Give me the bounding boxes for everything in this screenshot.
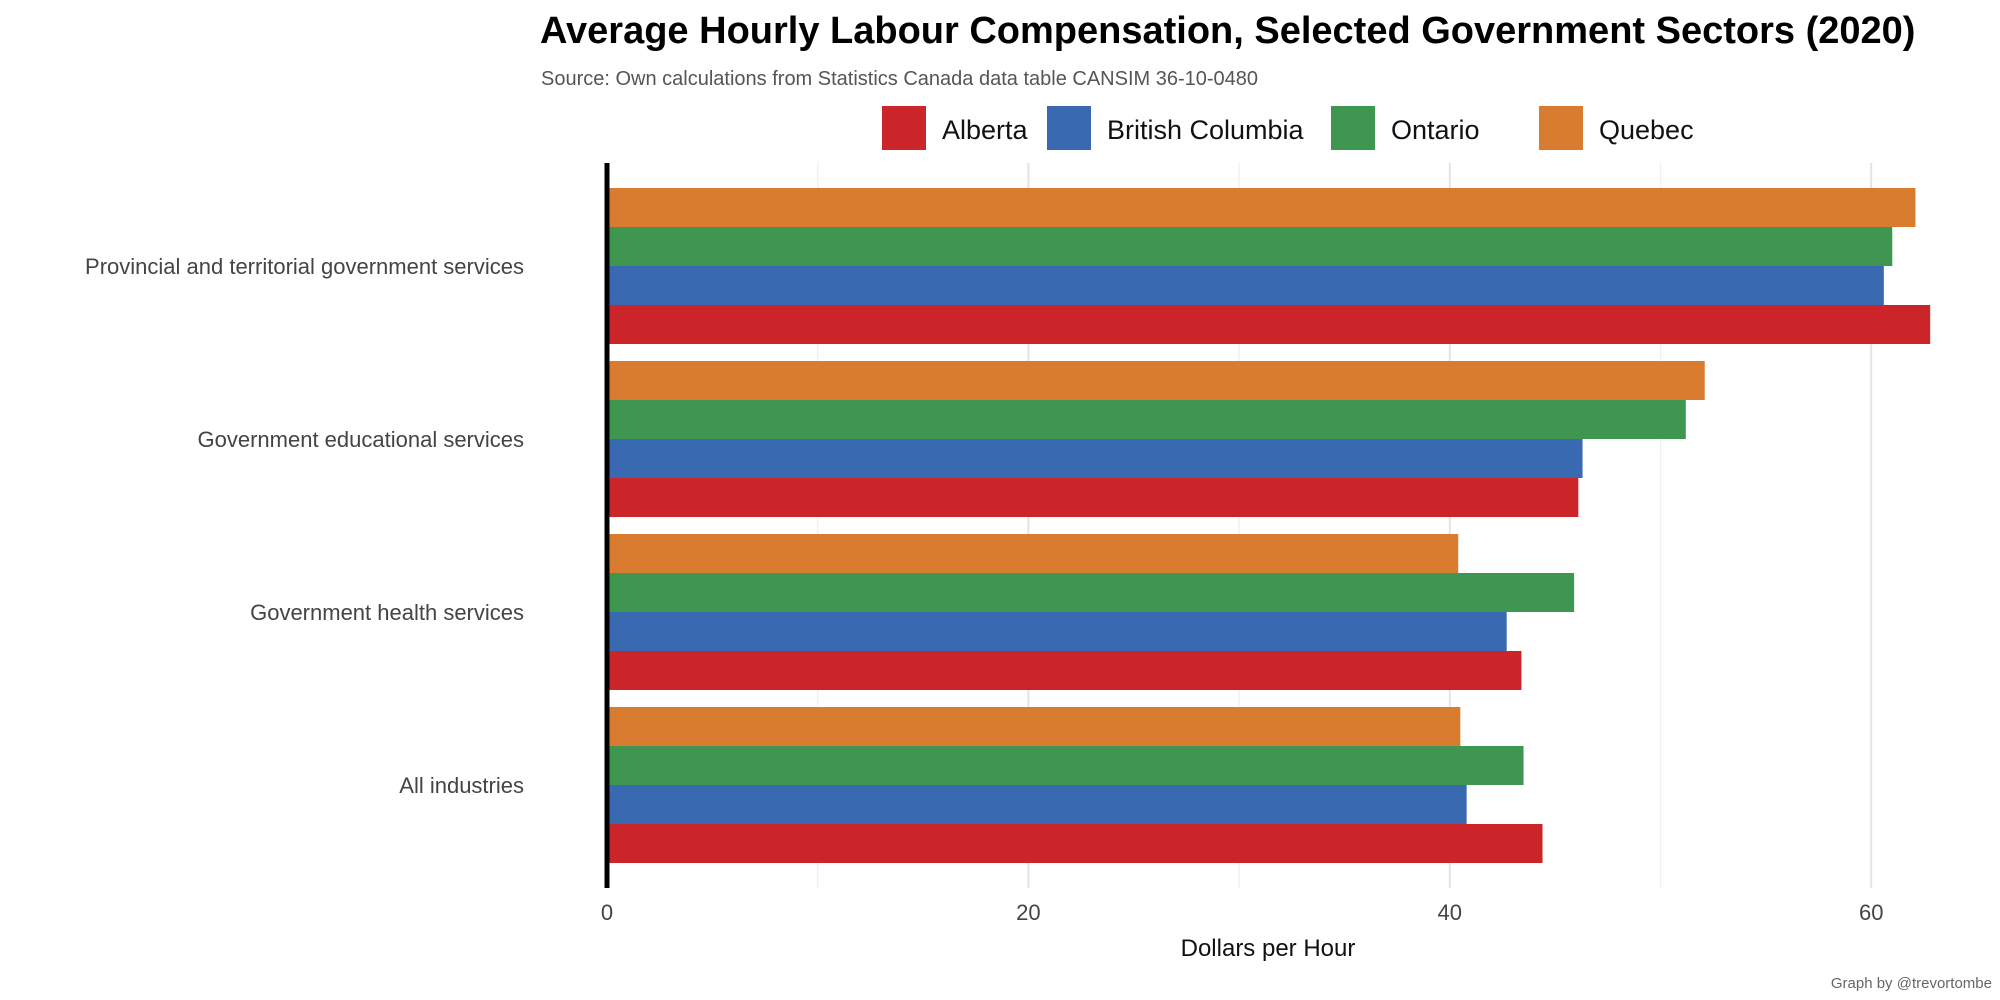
chart-title: Average Hourly Labour Compensation, Sele… bbox=[540, 10, 1915, 52]
legend-label: Quebec bbox=[1599, 115, 1694, 145]
category-label: Provincial and territorial government se… bbox=[85, 254, 524, 279]
legend-label: Ontario bbox=[1391, 115, 1480, 145]
chart-caption: Graph by @trevortombe bbox=[1831, 975, 1992, 992]
legend-swatch bbox=[1047, 106, 1091, 150]
x-tick-labels: 0 20 40 60 bbox=[601, 900, 1884, 925]
legend-swatch bbox=[882, 106, 926, 150]
x-tick-label: 40 bbox=[1438, 900, 1462, 925]
x-tick-label: 20 bbox=[1016, 900, 1040, 925]
legend-label: Alberta bbox=[942, 115, 1029, 145]
x-axis-label: Dollars per Hour bbox=[1181, 935, 1356, 962]
bars bbox=[607, 188, 1931, 863]
bar-british-columbia bbox=[607, 785, 1467, 824]
x-tick-label: 0 bbox=[601, 900, 613, 925]
bar-alberta bbox=[607, 651, 1522, 690]
legend-swatch bbox=[1331, 106, 1375, 150]
category-label: All industries bbox=[399, 773, 524, 798]
bar-british-columbia bbox=[607, 266, 1884, 305]
bar-quebec bbox=[607, 534, 1459, 573]
bar-quebec bbox=[607, 707, 1461, 746]
chart-subtitle: Source: Own calculations from Statistics… bbox=[541, 68, 1258, 90]
category-labels: Provincial and territorial government se… bbox=[85, 254, 524, 798]
bar-british-columbia bbox=[607, 439, 1583, 478]
bar-british-columbia bbox=[607, 612, 1507, 651]
bar-ontario bbox=[607, 400, 1686, 439]
legend-swatch bbox=[1539, 106, 1583, 150]
bar-quebec bbox=[607, 361, 1705, 400]
bar-ontario bbox=[607, 573, 1575, 612]
category-label: Government health services bbox=[250, 600, 524, 625]
bar-alberta bbox=[607, 824, 1543, 863]
bar-quebec bbox=[607, 188, 1916, 227]
legend-label: British Columbia bbox=[1107, 115, 1305, 145]
legend: Alberta British Columbia Ontario Quebec bbox=[882, 106, 1694, 150]
category-label: Government educational services bbox=[198, 427, 525, 452]
bar-alberta bbox=[607, 305, 1931, 344]
bar-ontario bbox=[607, 746, 1524, 785]
x-tick-label: 60 bbox=[1859, 900, 1883, 925]
bar-ontario bbox=[607, 227, 1893, 266]
bar-alberta bbox=[607, 478, 1579, 517]
